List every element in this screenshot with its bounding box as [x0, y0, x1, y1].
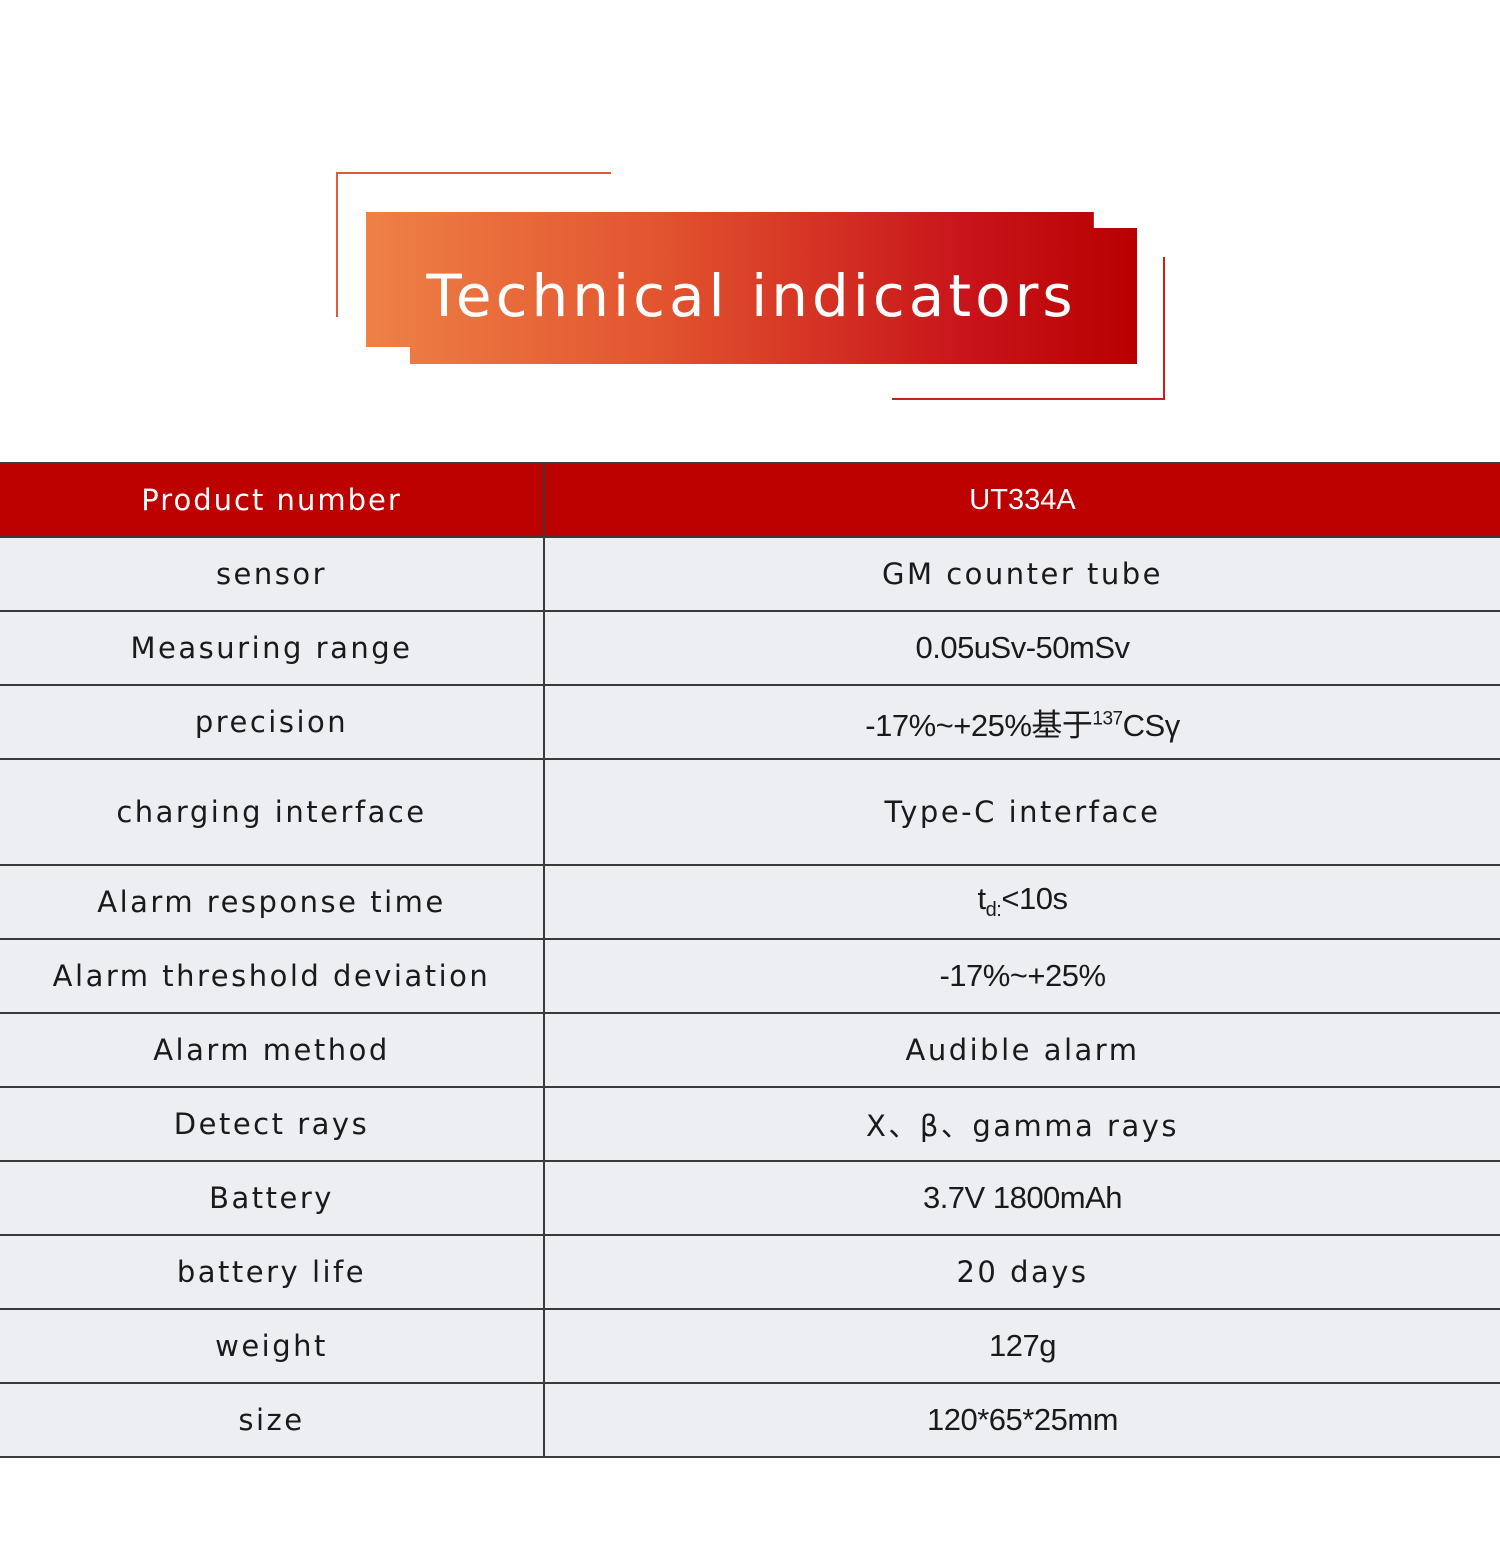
row-label: Alarm method: [0, 1013, 545, 1088]
table-row-sensor: sensor GM counter tube: [0, 537, 1500, 612]
title-banner: Technical indicators: [0, 0, 1500, 420]
frame-line-bottom: [892, 398, 1165, 400]
row-value: 127g: [544, 1309, 1500, 1384]
frame-line-right: [1163, 257, 1165, 400]
table-row-weight: weight 127g: [0, 1309, 1500, 1384]
row-label: weight: [0, 1309, 545, 1384]
row-label: Alarm response time: [0, 865, 545, 940]
header-value: UT334A: [544, 462, 1500, 538]
spec-table: Product number UT334A sensor GM counter …: [0, 462, 1500, 1458]
row-label: battery life: [0, 1235, 545, 1310]
row-label: size: [0, 1383, 545, 1458]
table-header-row: Product number UT334A: [0, 462, 1500, 538]
row-label: charging interface: [0, 759, 545, 866]
page-title: Technical indicators: [426, 262, 1077, 330]
table-row-size: size 120*65*25mm: [0, 1383, 1500, 1458]
row-value: td:<10s: [544, 865, 1500, 940]
row-label: sensor: [0, 537, 545, 612]
response-value-prefix: t: [977, 881, 987, 917]
table-row-battery-life: battery life 20 days: [0, 1235, 1500, 1310]
table-row-alarm-method: Alarm method Audible alarm: [0, 1013, 1500, 1088]
table-row-charging-interface: charging interface Type-C interface: [0, 759, 1500, 866]
row-label: Alarm threshold deviation: [0, 939, 545, 1014]
table-row-alarm-response-time: Alarm response time td:<10s: [0, 865, 1500, 940]
response-subscript: d:: [985, 899, 1002, 922]
row-value: Audible alarm: [544, 1013, 1500, 1088]
precision-value-suffix: CSγ: [1122, 707, 1181, 743]
table-row-precision: precision -17%~+25%基于137CSγ: [0, 685, 1500, 760]
row-label: precision: [0, 685, 545, 760]
row-value: Type-C interface: [544, 759, 1500, 866]
row-value: -17%~+25%: [544, 939, 1500, 1014]
precision-superscript: 137: [1092, 708, 1123, 730]
table-row-alarm-threshold: Alarm threshold deviation -17%~+25%: [0, 939, 1500, 1014]
frame-line-top: [336, 172, 611, 174]
table-row-measuring-range: Measuring range 0.05uSv-50mSv: [0, 611, 1500, 686]
precision-value-main: -17%~+25%基于: [865, 707, 1093, 743]
row-value: GM counter tube: [544, 537, 1500, 612]
row-value: -17%~+25%基于137CSγ: [544, 685, 1500, 760]
row-label: Measuring range: [0, 611, 545, 686]
row-value: 20 days: [544, 1235, 1500, 1310]
row-label: Detect rays: [0, 1087, 545, 1162]
header-label: Product number: [0, 462, 545, 538]
response-value-main: <10s: [1001, 881, 1068, 917]
row-value: 3.7V 1800mAh: [544, 1161, 1500, 1236]
table-row-detect-rays: Detect rays X、β、gamma rays: [0, 1087, 1500, 1162]
title-plate: [366, 212, 1137, 364]
row-value: 0.05uSv-50mSv: [544, 611, 1500, 686]
row-value: 120*65*25mm: [544, 1383, 1500, 1458]
row-label: Battery: [0, 1161, 545, 1236]
table-row-battery: Battery 3.7V 1800mAh: [0, 1161, 1500, 1236]
row-value: X、β、gamma rays: [544, 1087, 1500, 1162]
frame-line-left: [336, 172, 338, 317]
